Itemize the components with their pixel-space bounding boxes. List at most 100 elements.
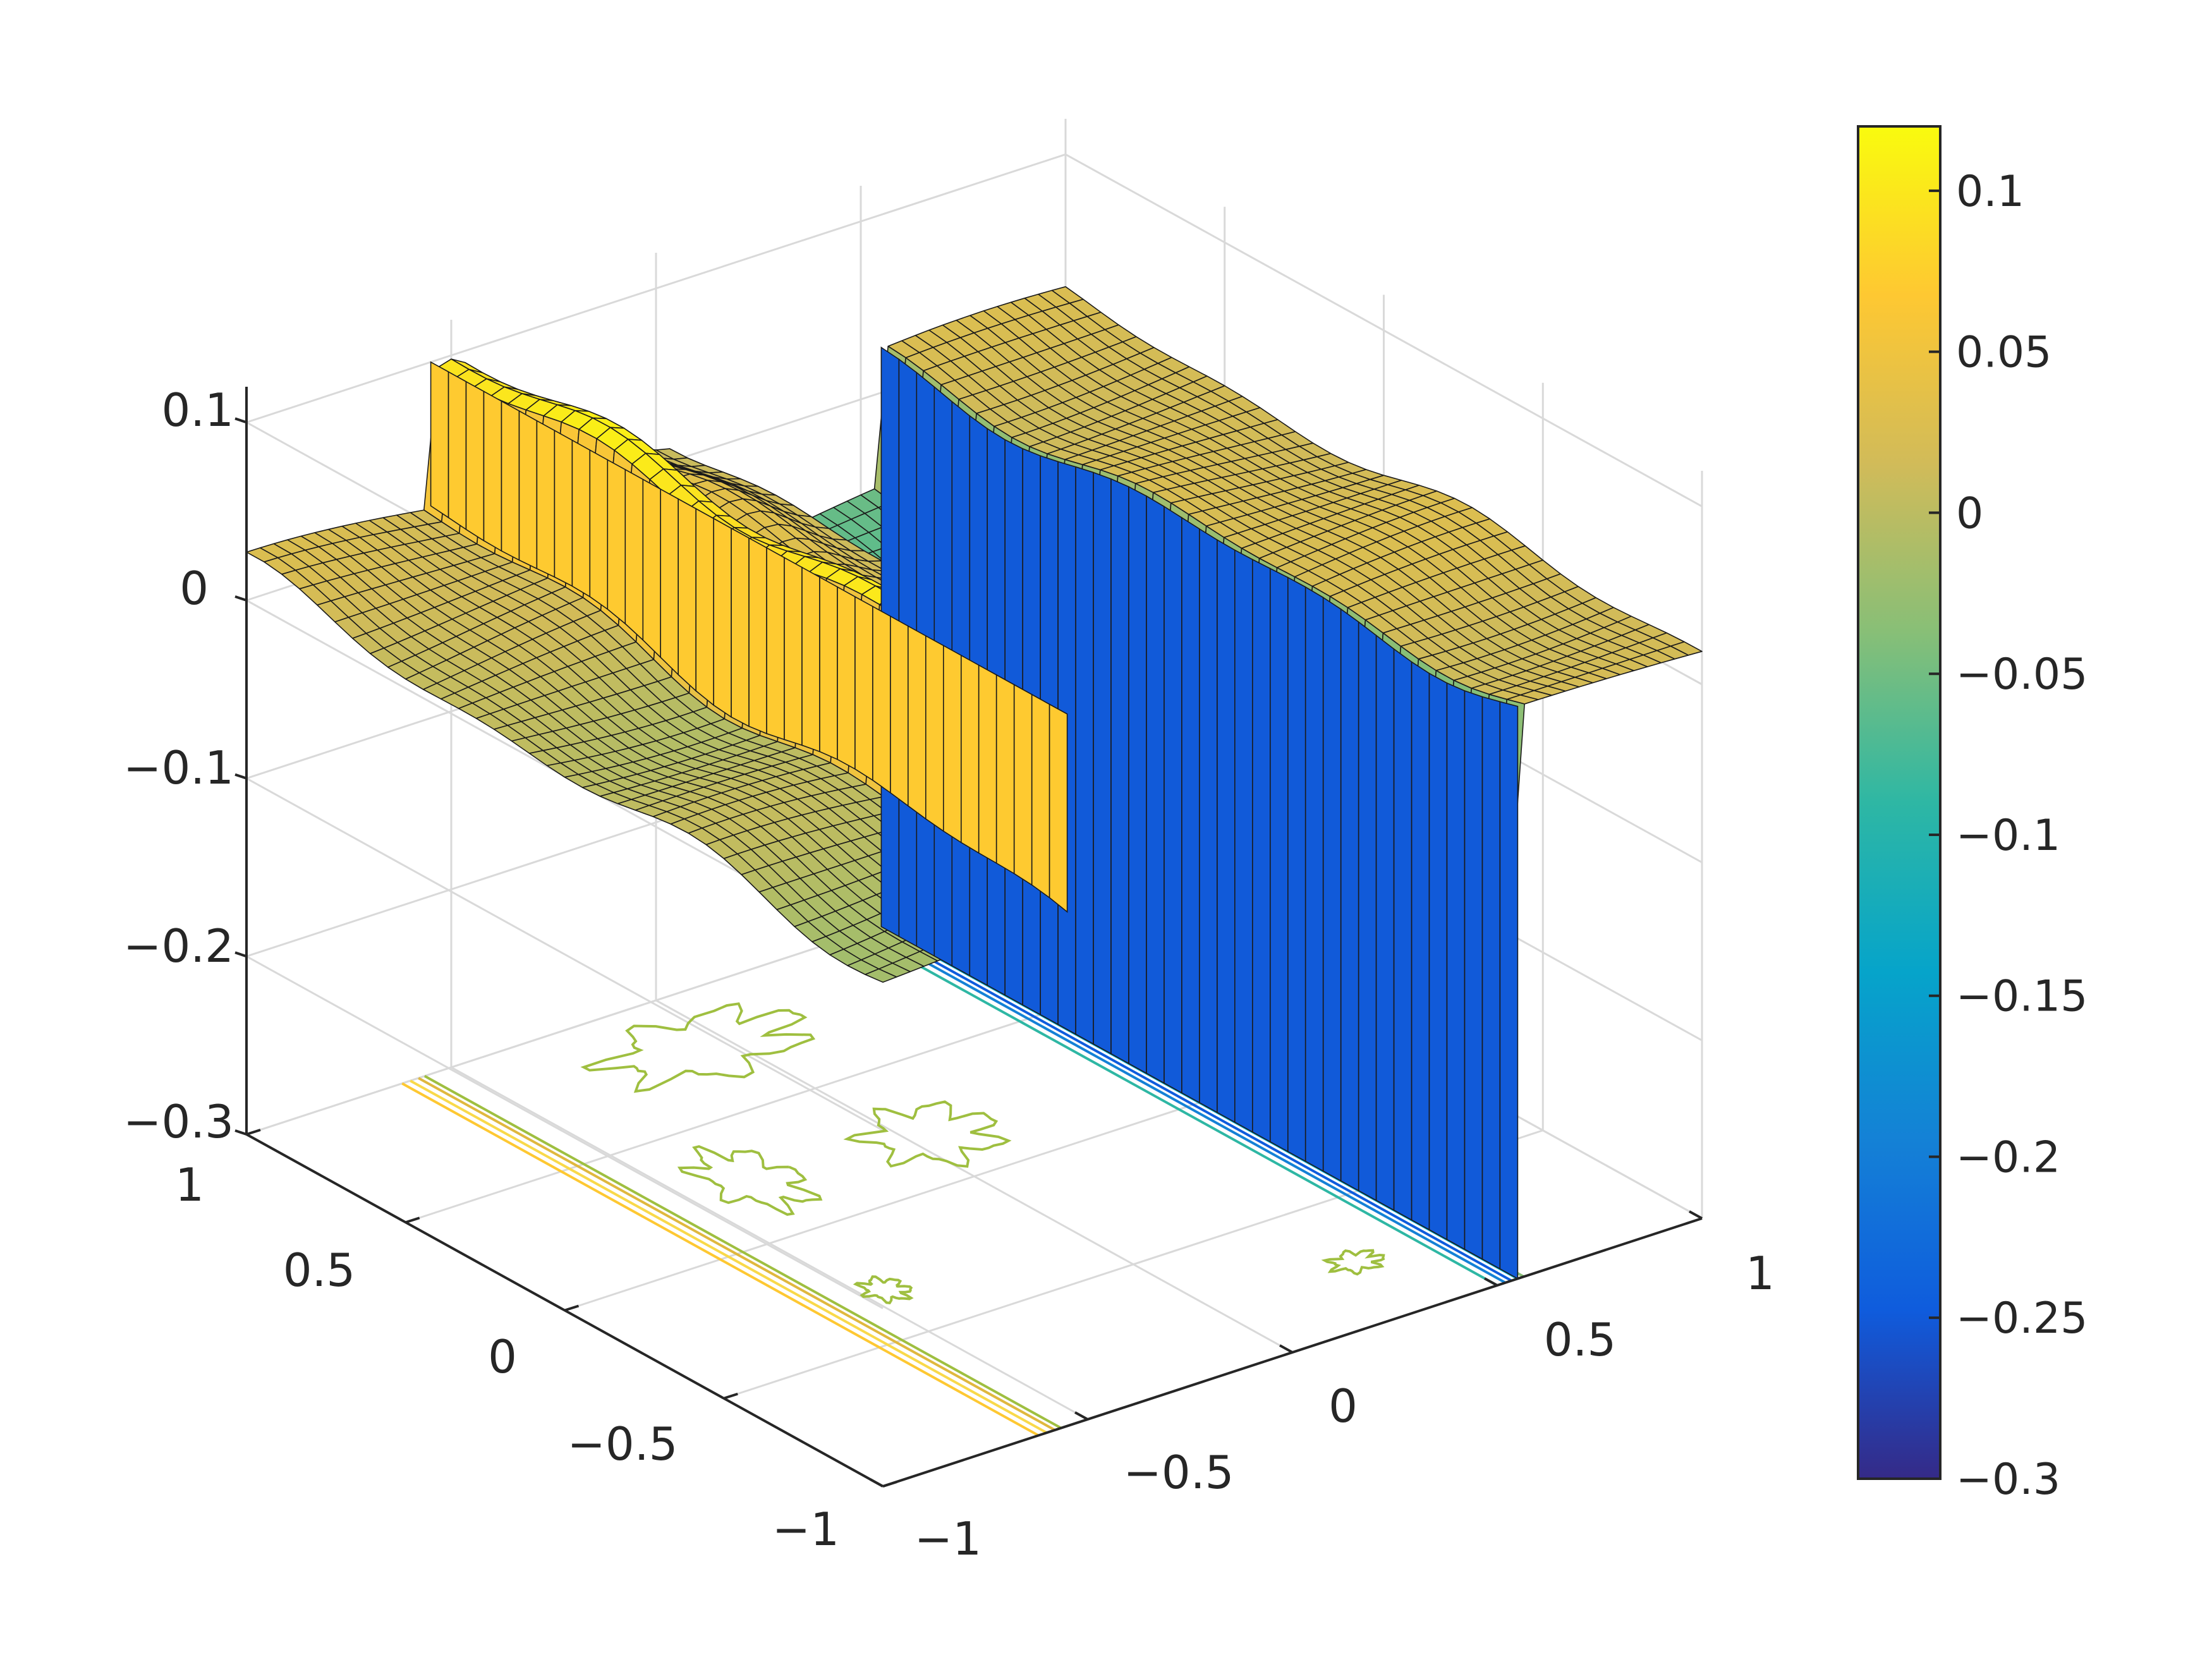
x-tick bbox=[870, 1478, 884, 1488]
surface-wall-face bbox=[872, 605, 891, 794]
surface-wall-face bbox=[1146, 495, 1165, 1084]
x-tick bbox=[1484, 1277, 1498, 1287]
x-tick bbox=[1074, 1411, 1088, 1421]
surface-wall-face bbox=[837, 586, 856, 770]
contour-line bbox=[401, 1082, 1040, 1437]
contour-line bbox=[853, 1275, 914, 1305]
contour-line bbox=[418, 1077, 1056, 1431]
z-tick-label: 0 bbox=[179, 562, 209, 615]
surface-wall-face bbox=[1093, 471, 1112, 1055]
colorbar-gradient bbox=[1857, 125, 1942, 1480]
surface-wall-face bbox=[571, 439, 591, 598]
surface-wall-face bbox=[784, 557, 803, 746]
z-tick-label: 0.1 bbox=[161, 384, 234, 437]
z-tick bbox=[234, 595, 247, 602]
surface-wall-face bbox=[1375, 634, 1395, 1211]
surface-wall-face bbox=[1234, 549, 1253, 1133]
surface-wall-face bbox=[801, 566, 820, 753]
y-tick-labels: 1 0.5 0 −0.5 −1 bbox=[175, 1158, 839, 1556]
surface-wall-face bbox=[1322, 597, 1342, 1182]
colorbar-tick-label: −0.2 bbox=[1956, 1132, 2060, 1182]
y-tick-label: −1 bbox=[772, 1503, 839, 1556]
z-tick-label: −0.3 bbox=[123, 1095, 234, 1148]
colorbar-tick-label: 0.1 bbox=[1956, 167, 2024, 217]
grid-line bbox=[246, 777, 884, 1131]
y-tick bbox=[405, 1216, 420, 1224]
surface-wall-face bbox=[501, 400, 520, 561]
z-tick bbox=[234, 417, 247, 424]
surface-wall-face bbox=[1270, 567, 1289, 1153]
surface-wall-face bbox=[1428, 672, 1448, 1240]
y-tick bbox=[564, 1304, 580, 1312]
surface-wall-face bbox=[978, 664, 997, 864]
surface-wall-face bbox=[1287, 576, 1306, 1163]
surface-wall-face bbox=[908, 625, 927, 820]
surface-wall-face bbox=[447, 371, 467, 531]
z-tick-label: −0.1 bbox=[123, 741, 234, 794]
surface-wall-face bbox=[943, 645, 962, 844]
surface-wall-face bbox=[819, 576, 838, 760]
y-tick bbox=[246, 1129, 261, 1136]
surface-wall-face bbox=[624, 468, 644, 641]
surface-wall-face bbox=[483, 390, 502, 552]
surface-wall-face bbox=[1128, 485, 1147, 1074]
contour-line bbox=[423, 1075, 1062, 1429]
contour-line bbox=[843, 1100, 1012, 1168]
surface-wall-face bbox=[995, 674, 1015, 875]
surface-wall-face bbox=[961, 654, 980, 854]
colorbar-tick-label: −0.05 bbox=[1956, 650, 2087, 700]
colorbar-tick-label: −0.15 bbox=[1956, 972, 2087, 1022]
surface-wall-face bbox=[536, 420, 556, 578]
surface-wall-face bbox=[1164, 506, 1182, 1094]
surface-wall-face bbox=[925, 634, 944, 832]
surface-wall-face bbox=[1031, 693, 1050, 899]
y-tick-label: 0.5 bbox=[283, 1244, 356, 1297]
z-tick-labels: 0.1 0 −0.1 −0.2 −0.3 bbox=[123, 384, 234, 1148]
y-tick-label: 0 bbox=[488, 1330, 517, 1383]
surface-wall-face bbox=[1217, 538, 1236, 1124]
x-tick bbox=[1689, 1210, 1703, 1220]
colorbar-tick-label: 0.05 bbox=[1956, 328, 2051, 378]
surface-wall-face bbox=[1048, 703, 1068, 913]
surface-wall-face bbox=[430, 361, 449, 519]
contour-line bbox=[580, 1002, 816, 1093]
x-tick-label: 0 bbox=[1328, 1380, 1358, 1433]
surface-wall-face bbox=[1393, 648, 1413, 1221]
surface-wall-face bbox=[1411, 660, 1430, 1231]
surface-wall-face bbox=[1340, 608, 1359, 1192]
axes bbox=[234, 387, 1703, 1488]
surface-wall-face bbox=[607, 459, 626, 625]
contour-line bbox=[874, 927, 1512, 1282]
surface-wall-face bbox=[748, 537, 767, 735]
y-tick bbox=[882, 1481, 897, 1488]
surface-wall-face bbox=[589, 449, 609, 610]
x-tick-label: 0.5 bbox=[1544, 1313, 1617, 1366]
z-tick bbox=[234, 773, 247, 780]
contour-line bbox=[860, 932, 1498, 1287]
surface-wall-face bbox=[731, 527, 750, 727]
surface-wall-face bbox=[766, 547, 785, 741]
grid-line bbox=[1065, 154, 1703, 507]
surface-wall-face bbox=[1358, 621, 1377, 1201]
contour-line bbox=[410, 1079, 1048, 1434]
surface-wall-face bbox=[1499, 701, 1519, 1280]
colorbar-ticks: 0.1 0.05 0 −0.05 −0.1 −0.15 −0.2 −0.25 −0.3 bbox=[1929, 167, 2087, 1505]
grid-line bbox=[246, 153, 1066, 423]
x-tick-label: −0.5 bbox=[1124, 1446, 1234, 1499]
x-tick bbox=[1279, 1344, 1293, 1354]
surface-wall-face bbox=[1252, 559, 1271, 1143]
x-tick-labels: −1 −0.5 0 0.5 1 bbox=[915, 1247, 1775, 1565]
x-tick-label: 1 bbox=[1746, 1247, 1775, 1300]
surface-wall-face bbox=[695, 507, 714, 707]
surface-wall-face bbox=[554, 429, 573, 587]
z-tick bbox=[234, 951, 247, 958]
z-tick-label: −0.2 bbox=[123, 919, 234, 973]
surface-face bbox=[865, 968, 897, 983]
surface-wall-face bbox=[642, 478, 661, 659]
colorbar-tick-label: 0 bbox=[1956, 488, 1983, 538]
contour-line bbox=[868, 930, 1506, 1284]
x-tick-label: −1 bbox=[915, 1512, 981, 1565]
z-tick bbox=[234, 1129, 247, 1136]
surface-wall-face bbox=[1013, 684, 1033, 886]
